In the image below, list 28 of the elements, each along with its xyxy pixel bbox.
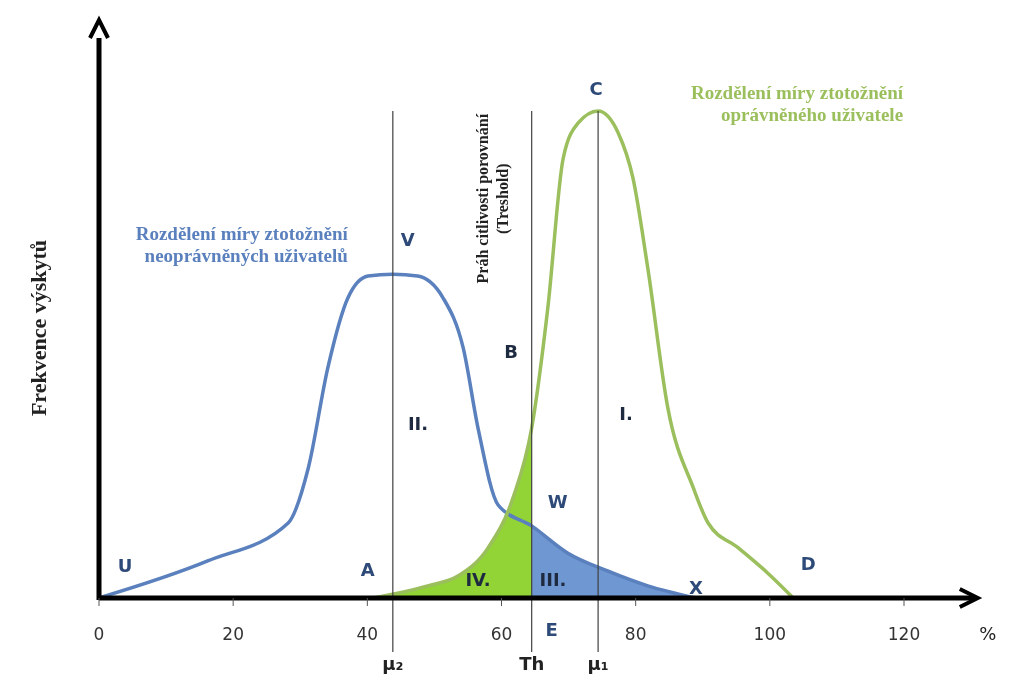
annotation: B [504, 341, 518, 362]
x-tick-label: 100 [753, 624, 787, 644]
ref-line-label: Th [519, 653, 545, 674]
annotation: I. [619, 403, 633, 424]
x-tick-label: 80 [624, 624, 647, 644]
annotation: D [800, 553, 816, 574]
ref-line-label: μ₁ [587, 653, 609, 674]
annotation: U [117, 555, 133, 576]
x-tick-label: 20 [222, 624, 244, 644]
text: Rozdělení míry ztotožnění oprávněného uživatele [690, 82, 904, 125]
annotation: Práh citlivosti porovnání (Treshold) [473, 113, 512, 284]
x-axis-title: % [979, 623, 997, 644]
y-axis-title: Frekvence výskytů [26, 239, 51, 417]
annotation: W [547, 490, 568, 512]
annotation: E [545, 619, 558, 640]
ref-line-label: μ₂ [382, 653, 404, 674]
series-label: Rozdělení míry ztotožnění neoprávněných uživatelů [135, 223, 349, 267]
annotation: III. [539, 569, 567, 590]
annotation: X [689, 577, 704, 598]
annotation: II. [407, 413, 429, 434]
annotation: A [360, 559, 375, 580]
annotation: V [400, 229, 415, 251]
x-tick-label: 0 [93, 624, 105, 644]
x-tick-label: 120 [887, 624, 921, 644]
annotation: C [589, 78, 603, 99]
x-tick-label: 60 [490, 624, 513, 644]
x-tick-label: 40 [356, 624, 379, 644]
annotation: IV. [465, 569, 491, 590]
